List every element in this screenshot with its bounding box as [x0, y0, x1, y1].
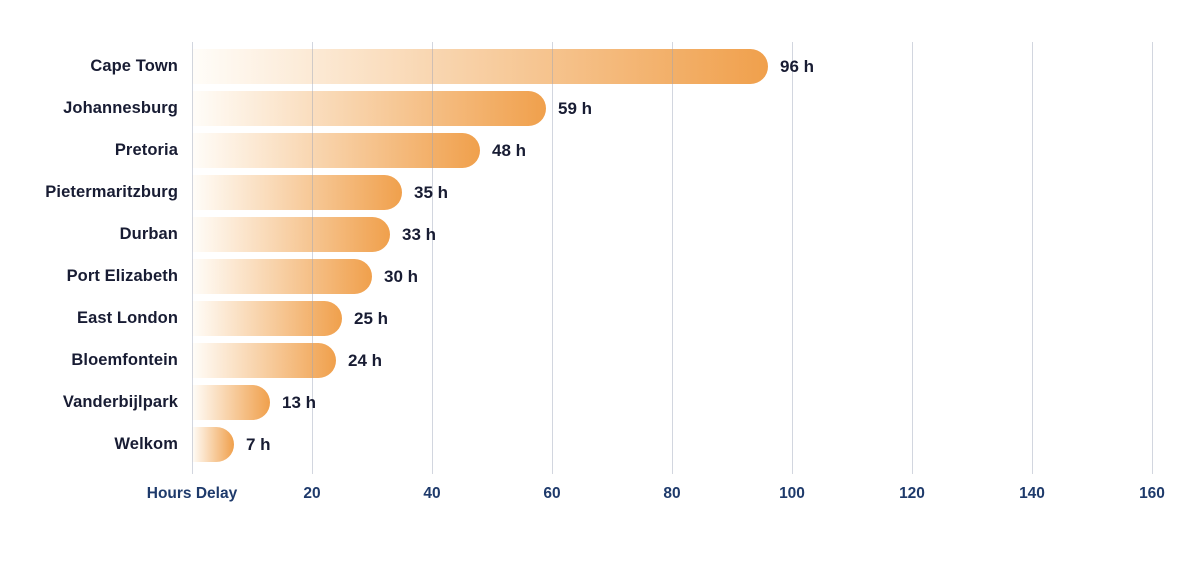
gridline-100 — [792, 42, 793, 474]
x-tick-label: 160 — [1139, 485, 1165, 502]
category-label: Pretoria — [114, 140, 178, 159]
gridline-80 — [672, 42, 673, 474]
bar — [192, 216, 390, 252]
value-label: 30 h — [384, 267, 419, 286]
value-label: 96 h — [780, 56, 815, 76]
bar — [192, 90, 546, 126]
value-label: 25 h — [354, 309, 389, 329]
x-tick-label: 60 — [543, 485, 561, 502]
category-label: Vanderbijlpark — [62, 393, 178, 412]
value-label: 59 h — [558, 98, 593, 118]
x-tick-label: 120 — [899, 485, 925, 502]
category-label: Durban — [119, 224, 178, 243]
bar — [192, 343, 336, 379]
value-label: 13 h — [282, 393, 317, 413]
bar — [192, 427, 234, 463]
x-tick-label: 140 — [1019, 485, 1045, 502]
bar — [192, 301, 342, 337]
bar — [192, 259, 372, 294]
x-tick-label: 40 — [423, 485, 441, 502]
x-tick-label: 80 — [663, 485, 681, 502]
bar — [192, 174, 402, 210]
gridline-160 — [1152, 42, 1153, 474]
bar — [192, 385, 270, 421]
x-tick-label: 100 — [779, 485, 805, 502]
value-label: 7 h — [246, 435, 271, 455]
gridline-120 — [912, 42, 913, 474]
value-label: 48 h — [492, 140, 527, 160]
category-label: Pietermaritzburg — [45, 182, 178, 201]
x-tick-label: 20 — [303, 485, 321, 502]
category-label: Port Elizabeth — [66, 267, 178, 285]
category-label: Bloemfontein — [71, 351, 178, 370]
category-label: Cape Town — [90, 56, 178, 75]
x-axis-title: Hours Delay — [146, 485, 238, 502]
value-label: 33 h — [402, 224, 437, 244]
value-label: 35 h — [414, 182, 449, 202]
gridline-60 — [552, 42, 553, 474]
category-label: Welkom — [114, 435, 178, 454]
category-label: Johannesburg — [63, 98, 178, 117]
gridline-140 — [1032, 42, 1033, 474]
value-label: 24 h — [348, 351, 383, 371]
bar — [192, 132, 480, 168]
category-label: East London — [76, 309, 178, 328]
bar — [192, 48, 768, 84]
